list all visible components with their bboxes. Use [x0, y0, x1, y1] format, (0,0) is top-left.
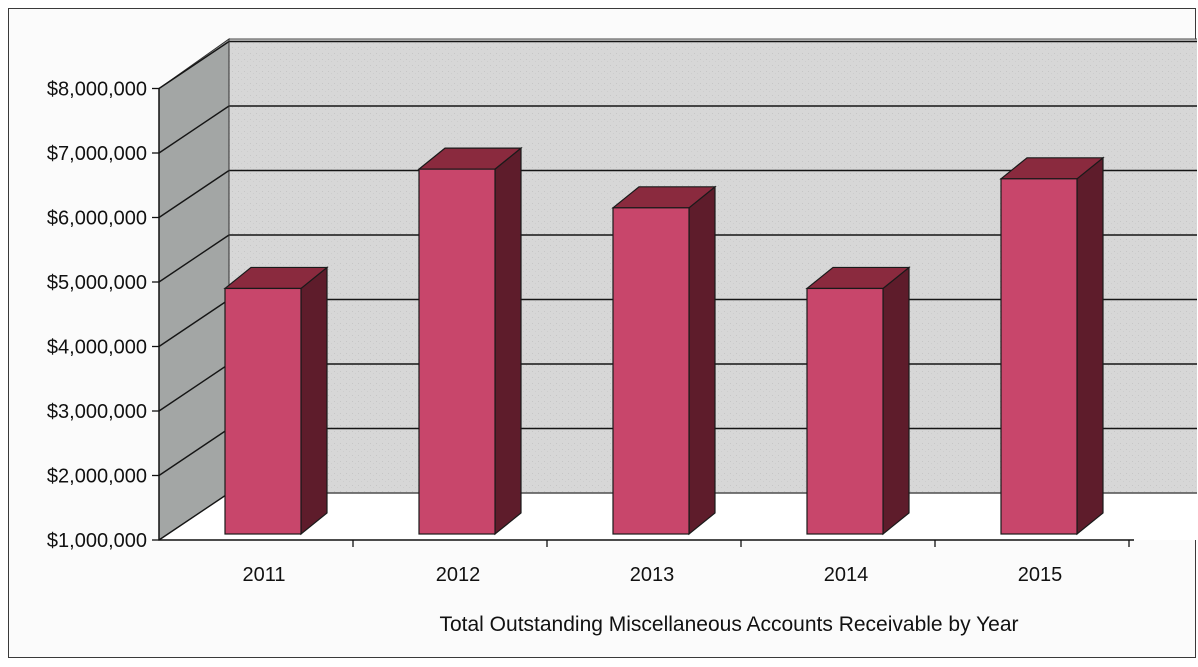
bar-side-2012	[495, 148, 521, 534]
bar-2014	[807, 288, 883, 534]
y-tick-label: $6,000,000	[47, 208, 147, 230]
y-tick-label: $5,000,000	[47, 272, 147, 294]
x-axis-title: Total Outstanding Miscellaneous Accounts…	[439, 613, 1018, 636]
y-axis-tick-labels: $1,000,000 $2,000,000 $3,000,000 $4,000,000…	[47, 79, 147, 553]
bar-2012	[419, 169, 495, 534]
bar-2011	[225, 288, 301, 534]
y-tick-label: $1,000,000	[47, 530, 147, 552]
y-tick-label: $4,000,000	[47, 337, 147, 359]
bar-2015	[1001, 179, 1077, 534]
chart-frame: $1,000,000 $2,000,000 $3,000,000 $4,000,000…	[8, 8, 1196, 658]
bar-side-2011	[301, 267, 327, 534]
x-tick-label: 2011	[242, 564, 285, 586]
side-wall	[159, 39, 229, 540]
x-tick-label: 2012	[436, 564, 481, 586]
x-axis-tick-labels: 2011 2012 2013 2014 2015	[242, 564, 1062, 586]
bar-side-2013	[689, 187, 715, 534]
y-tick-label: $8,000,000	[47, 79, 147, 101]
y-tick-label: $2,000,000	[47, 466, 147, 488]
y-tick-label: $7,000,000	[47, 143, 147, 165]
bar-side-2014	[883, 267, 909, 534]
x-tick-label: 2015	[1018, 564, 1063, 586]
y-tick-label: $3,000,000	[47, 401, 147, 423]
bar-chart: $1,000,000 $2,000,000 $3,000,000 $4,000,000…	[9, 9, 1197, 659]
bar-side-2015	[1077, 158, 1103, 534]
bar-2013	[613, 208, 689, 534]
x-tick-label: 2013	[630, 564, 675, 586]
x-tick-label: 2014	[824, 564, 869, 586]
